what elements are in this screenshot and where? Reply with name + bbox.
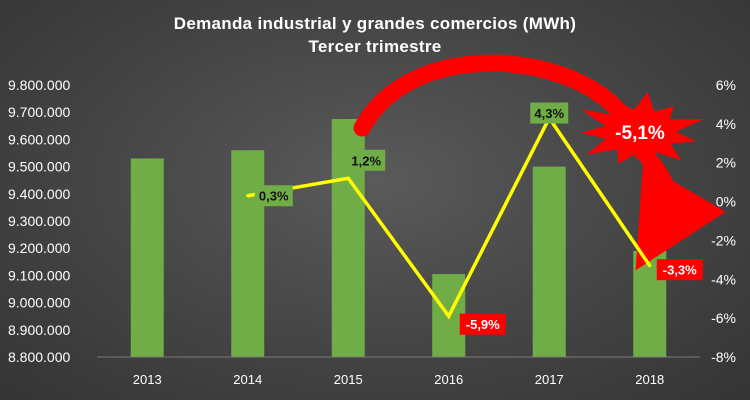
left-tick-label: 9.000.000	[8, 295, 70, 311]
x-tick-label-2013: 2013	[133, 372, 162, 387]
line-point-2016	[447, 314, 451, 318]
left-tick-label: 9.300.000	[8, 213, 70, 229]
bar-2017	[532, 166, 566, 357]
line-point-2018	[648, 264, 652, 268]
right-tick-label: -4%	[711, 271, 736, 287]
left-tick-label: 8.800.000	[8, 349, 70, 365]
data-label-box-2018	[656, 259, 703, 281]
right-tick-label: 6%	[716, 77, 736, 93]
x-tick-label-2016: 2016	[434, 372, 463, 387]
left-tick-label: 9.500.000	[8, 159, 70, 175]
line-point-2014	[246, 194, 250, 198]
left-tick-label: 9.100.000	[8, 267, 70, 283]
right-tick-label: -6%	[711, 310, 736, 326]
left-tick-label: 9.400.000	[8, 186, 70, 202]
x-tick-label-2018: 2018	[635, 372, 664, 387]
bar-2013	[130, 158, 164, 357]
annotation-label: -5,1%	[615, 123, 665, 144]
bar-2014	[231, 150, 265, 357]
left-tick-label: 9.600.000	[8, 131, 70, 147]
data-label-2015: 1,2%	[351, 153, 381, 168]
left-tick-label: 9.700.000	[8, 104, 70, 120]
right-tick-label: -2%	[711, 232, 736, 248]
data-label-box-2016	[459, 313, 506, 335]
data-label-box-2014	[254, 185, 293, 207]
left-tick-label: 8.900.000	[8, 322, 70, 338]
right-tick-label: 2%	[716, 155, 736, 171]
left-tick-label: 9.800.000	[8, 77, 70, 93]
right-tick-label: 4%	[716, 116, 736, 132]
arrow-curve-upper	[353, 54, 625, 137]
data-label-2016: -5,9%	[466, 317, 500, 332]
line-point-2015	[346, 176, 350, 180]
annotation-burst	[580, 92, 705, 176]
x-tick-label-2017: 2017	[535, 372, 564, 387]
chart-subtitle: Tercer trimestre	[308, 37, 442, 56]
left-tick-label: 9.200.000	[8, 240, 70, 256]
x-tick-label-2015: 2015	[334, 372, 363, 387]
x-tick-label-2014: 2014	[233, 372, 262, 387]
right-tick-label: -8%	[711, 349, 736, 365]
data-label-box-2017	[530, 102, 569, 124]
data-label-2017: 4,3%	[534, 106, 564, 121]
chart-title: Demanda industrial y grandes comercios (…	[173, 14, 577, 33]
right-tick-label: 0%	[716, 194, 736, 210]
data-label-2014: 0,3%	[259, 189, 289, 204]
data-label-2018: -3,3%	[663, 263, 697, 278]
data-label-box-2015	[347, 149, 386, 171]
